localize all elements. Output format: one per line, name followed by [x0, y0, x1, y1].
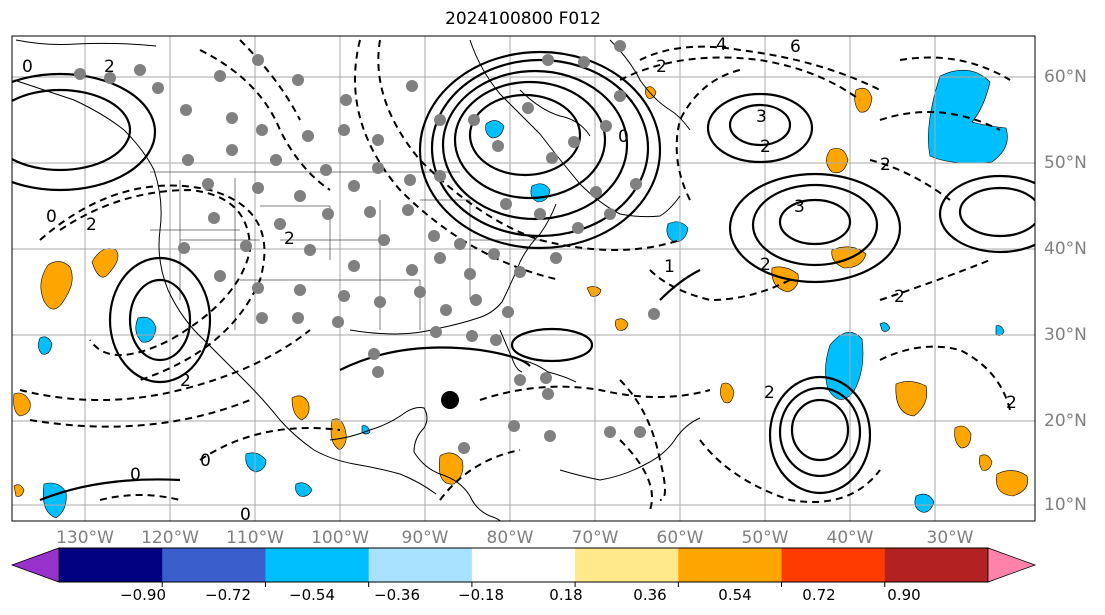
- colorbar-over-arrow: [987, 547, 1037, 583]
- lon-label: 60°W: [656, 528, 704, 548]
- colorbar-segment: [678, 548, 783, 582]
- contour-label: 4: [716, 35, 727, 55]
- colorbar-tick-label: 0.36: [633, 586, 667, 604]
- colorbar-tick-label: −0.90: [120, 586, 166, 604]
- contour-label: 2: [86, 215, 97, 235]
- state-boundaries: [150, 171, 540, 330]
- lon-label: 50°W: [741, 528, 789, 548]
- contour-label: 2: [880, 155, 891, 175]
- lat-label: 60°N: [1044, 67, 1087, 87]
- map-frame: [11, 35, 1036, 522]
- lon-label: 30°W: [926, 528, 974, 548]
- colorbar-tick-label: −0.72: [205, 586, 251, 604]
- lon-label: 80°W: [486, 528, 534, 548]
- contour-label: 0: [240, 505, 251, 525]
- lon-label: 110°W: [226, 528, 284, 548]
- station-markers: [74, 40, 660, 454]
- contour-label: 2: [180, 371, 191, 391]
- lon-label: 40°W: [826, 528, 874, 548]
- colorbar-segment: [781, 548, 886, 582]
- contour-label: 2: [284, 229, 295, 249]
- lat-label: 10°N: [1044, 495, 1087, 515]
- lat-label: 50°N: [1044, 153, 1087, 173]
- lat-label: 30°N: [1044, 325, 1087, 345]
- contour-label: 2: [760, 255, 771, 275]
- storm-center-marker: [441, 391, 459, 409]
- lon-label: 100°W: [311, 528, 369, 548]
- colorbar-segment: [265, 548, 370, 582]
- contour-label: 6: [790, 37, 801, 57]
- contour-label: 0: [618, 127, 629, 147]
- colorbar-tick-label: −0.54: [289, 586, 335, 604]
- contour-label: 2: [1006, 393, 1017, 413]
- contour-label: 2: [764, 383, 775, 403]
- lat-lon-gridlines: [12, 36, 1035, 521]
- colorbar-segment: [59, 548, 163, 582]
- contour-label: 2: [104, 57, 115, 77]
- colorbar-segment: [884, 548, 989, 582]
- lon-label: 70°W: [571, 528, 619, 548]
- colorbar-tick-label: 0.54: [718, 586, 752, 604]
- colorbar-tick-label: −0.36: [374, 586, 420, 604]
- contour-label: 2: [656, 57, 667, 77]
- contour-label: 1: [664, 257, 675, 277]
- colorbar-tick-label: −0.18: [458, 586, 504, 604]
- colorbar-tick-label: 0.90: [887, 586, 921, 604]
- lat-label: 20°N: [1044, 411, 1087, 431]
- colorbar-segment: [162, 548, 266, 582]
- colorbar-tick-label: 0.72: [802, 586, 836, 604]
- lon-label: 90°W: [401, 528, 449, 548]
- colorbar-segment: [368, 548, 473, 582]
- contour-label: 3: [756, 107, 767, 127]
- contour-label: 0: [46, 207, 57, 227]
- colorbar-under-arrow: [10, 547, 60, 583]
- contour-label: 0: [200, 451, 211, 471]
- lon-label: 120°W: [141, 528, 199, 548]
- colorbar-segment: [575, 548, 679, 582]
- colorbar-tick-label: 0.18: [549, 586, 583, 604]
- negative-contours: [19, 39, 1011, 511]
- contour-label: 0: [130, 465, 141, 485]
- contour-label: 3: [794, 197, 805, 217]
- colorbar-segment: [471, 548, 576, 582]
- contour-label: 2: [760, 137, 771, 157]
- lon-label: 130°W: [56, 528, 114, 548]
- contour-label: 2: [894, 287, 905, 307]
- positive-contours: [12, 50, 1035, 502]
- lat-label: 40°N: [1044, 239, 1087, 259]
- figure-title: 2024100800 F012: [445, 9, 601, 29]
- contour-label: 0: [22, 57, 33, 77]
